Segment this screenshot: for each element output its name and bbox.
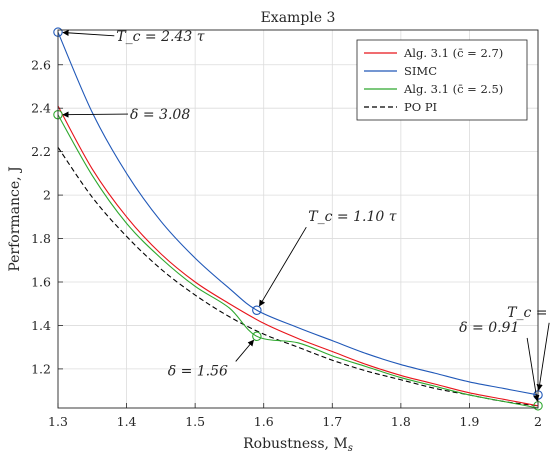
- annotation-label: T_c = 1.10 τ: [308, 209, 396, 225]
- x-axis-label: Robustness, Ms: [243, 436, 353, 454]
- x-tick-label: 1.6: [254, 414, 274, 429]
- marker-point: [252, 331, 262, 342]
- y-tick-label: 2.6: [31, 57, 51, 72]
- legend: Alg. 3.1 (c̄ = 2.7) SIMC Alg. 3.1 (c̄ = 2.…: [356, 39, 528, 121]
- y-tick-label: 2: [43, 188, 51, 203]
- plot-frame: [57, 29, 539, 409]
- legend-entry-label: SIMC: [404, 64, 437, 78]
- annotation-arrow: [526, 337, 540, 402]
- legend-entry-label: PO PI: [404, 100, 437, 114]
- y-axis-label: Performance, J: [7, 166, 23, 271]
- y-tick-label: 1.2: [31, 361, 51, 376]
- y-tick-label: 2.4: [31, 101, 51, 116]
- annotation-label: δ = 1.56: [168, 363, 228, 379]
- y-tick-label: 1.4: [31, 318, 51, 333]
- x-tick-label: 1.7: [322, 414, 342, 429]
- annotation-arrow: [259, 226, 307, 307]
- annotation-arrow: [62, 29, 115, 37]
- x-tick-label: 1.3: [48, 414, 68, 429]
- annotation-layer: T_c = 2.43 τ δ = 3.08 T_c = 1.10 τ δ = 1.56…: [62, 29, 550, 402]
- y-tick-label: 2.2: [31, 144, 51, 159]
- y-tick-label: 1.6: [31, 275, 51, 290]
- x-tick-label: 1.4: [117, 414, 137, 429]
- annotation-label: T_c = 0.54 τ: [507, 305, 550, 321]
- annotation-label: δ = 0.91: [459, 320, 519, 336]
- y-tick-label: 1.8: [31, 231, 51, 246]
- series-layer: [57, 31, 539, 409]
- chart-title: Example 3: [261, 10, 336, 26]
- annotation-arrow: [235, 339, 255, 362]
- annotation-label: T_c = 2.43 τ: [116, 29, 204, 45]
- x-tick-label: 1.9: [459, 414, 479, 429]
- series-line: [57, 114, 539, 409]
- marker-point: [252, 305, 262, 315]
- series-line: [57, 105, 539, 407]
- series-line: [57, 31, 539, 396]
- annotation-arrow: [536, 322, 550, 391]
- x-tick-label: 1.5: [185, 414, 205, 429]
- x-tick-label: 1.8: [391, 414, 411, 429]
- legend-entry-label: Alg. 3.1 (c̄ = 2.7): [403, 46, 503, 60]
- x-tick-label: 2: [534, 414, 542, 429]
- x-axis-ticks: 1.3 1.4 1.5 1.6 1.7 1.8 1.9 2: [48, 403, 542, 429]
- y-axis-ticks: 1.2 1.4 1.6 1.8 2 2.2 2.4 2.6: [31, 57, 63, 376]
- legend-entry-label: Alg. 3.1 (c̄ = 2.5): [403, 82, 503, 96]
- annotation-arrow: [62, 111, 129, 118]
- annotation-label: δ = 3.08: [130, 107, 190, 123]
